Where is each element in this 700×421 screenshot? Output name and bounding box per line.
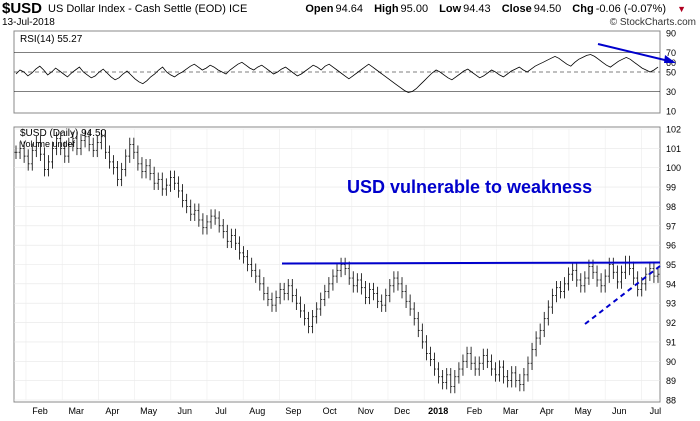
rsi-y-axis: 907060503010 xyxy=(666,29,676,117)
price-tick-label: 93 xyxy=(666,299,676,309)
rsi-trend-arrowhead xyxy=(664,55,676,63)
low-value: 94.43 xyxy=(463,3,491,15)
x-tick-label: Jul xyxy=(215,406,227,416)
price-tick-label: 88 xyxy=(666,396,676,406)
x-tick-label: Aug xyxy=(249,406,265,416)
symbol-title: $USD xyxy=(2,0,43,17)
x-tick-label: Jun xyxy=(178,406,193,416)
x-tick-label: Mar xyxy=(503,406,519,416)
price-tick-label: 92 xyxy=(666,318,676,328)
x-axis: Feb Mar Apr May Jun Jul Aug Sep Oct Nov Dec 2018 Feb… xyxy=(32,406,661,416)
x-tick-label: Apr xyxy=(105,406,119,416)
x-tick-label: Jul xyxy=(650,406,662,416)
change-value: -0.06 (-0.07%) xyxy=(595,3,666,15)
change-label: Chg xyxy=(572,3,594,15)
x-tick-label: Sep xyxy=(285,406,301,416)
price-tick-label: 97 xyxy=(666,221,676,231)
price-tick-label: 90 xyxy=(666,357,676,367)
x-tick-label: Apr xyxy=(540,406,554,416)
rsi-trend-arrow xyxy=(597,43,674,63)
down-arrow-icon: ▼ xyxy=(677,4,686,14)
open-label: Open xyxy=(305,3,334,15)
x-tick-label: Feb xyxy=(32,406,48,416)
x-tick-label: Nov xyxy=(358,406,375,416)
rsi-tick-label: 30 xyxy=(666,87,676,97)
price-tick-label: 94 xyxy=(666,279,676,289)
chart-date: 13-Jul-2018 xyxy=(2,17,55,28)
instrument-name: US Dollar Index - Cash Settle (EOD) ICE xyxy=(48,3,248,15)
price-tick-label: 99 xyxy=(666,183,676,193)
rsi-tick-label: 10 xyxy=(666,107,676,117)
chart-annotation: USD vulnerable to weakness xyxy=(347,177,592,197)
rsi-tick-label: 50 xyxy=(666,68,676,78)
price-bars xyxy=(14,129,660,394)
close-label: Close xyxy=(501,3,532,15)
x-tick-label: Mar xyxy=(68,406,84,416)
low-label: Low xyxy=(439,3,462,15)
open-value: 94.64 xyxy=(335,3,364,15)
price-label: $USD (Daily) 94.50 xyxy=(20,128,107,139)
price-tick-label: 95 xyxy=(666,260,676,270)
x-tick-label: May xyxy=(574,406,592,416)
price-y-axis: 102 101 100 99 98 97 96 95 94 93 92 91 90 89 88 xyxy=(666,125,681,406)
x-tick-label: Jun xyxy=(612,406,627,416)
x-tick-label: 2018 xyxy=(428,406,448,416)
high-value: 95.00 xyxy=(400,3,429,15)
x-tick-label: Oct xyxy=(323,406,338,416)
price-tick-label: 102 xyxy=(666,125,681,135)
x-tick-label: May xyxy=(140,406,158,416)
price-tick-label: 96 xyxy=(666,241,676,251)
close-value: 94.50 xyxy=(533,3,562,15)
rsi-tick-label: 70 xyxy=(666,48,676,58)
x-tick-label: Feb xyxy=(467,406,483,416)
resistance-line xyxy=(281,261,661,265)
high-label: High xyxy=(374,3,399,15)
rsi-reference-lines xyxy=(14,52,660,92)
price-grid xyxy=(14,128,660,401)
support-trendline xyxy=(584,265,661,325)
price-tick-label: 101 xyxy=(666,144,681,154)
price-tick-label: 98 xyxy=(666,202,676,212)
ohlc-summary: Open 94.64 High 95.00 Low 94.43 Close 94.50 … xyxy=(303,3,672,15)
rsi-label: RSI(14) 55.27 xyxy=(20,34,83,45)
volume-label: Volume undef xyxy=(20,139,76,149)
rsi-tick-label: 90 xyxy=(666,29,676,39)
rsi-line xyxy=(15,54,659,93)
x-tick-label: Dec xyxy=(394,406,411,416)
brand-logo: © StockCharts.com xyxy=(609,17,696,28)
price-tick-label: 91 xyxy=(666,337,676,347)
price-tick-label: 89 xyxy=(666,376,676,386)
price-tick-label: 100 xyxy=(666,163,681,173)
